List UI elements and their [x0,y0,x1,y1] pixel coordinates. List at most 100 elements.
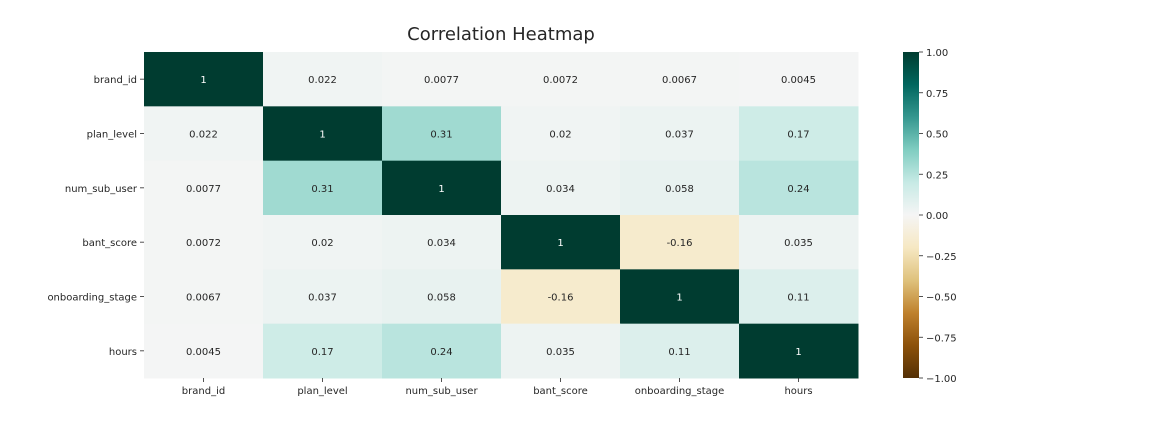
heatmap-cell [739,52,859,107]
cell-value-label: 0.034 [427,238,456,249]
cell-value-label: 0.022 [308,75,337,86]
heatmap-cell [620,52,740,107]
heatmap-cells: 1 0.022 0.0077 0.0072 0.0067 0.0045 0.022 1 0.31… [144,52,859,379]
cell-value-label: 0.0045 [781,75,816,86]
colorbar [903,52,919,378]
cell-value-label: 0.0072 [543,75,578,86]
x-tick-label: bant_score [533,386,588,397]
heatmap-cell [382,160,502,216]
colorbar-tick-label: −0.75 [926,333,957,344]
heatmap-cell [739,215,859,270]
cell-value-label: 0.0067 [662,75,697,86]
y-axis-tick-labels: brand_id plan_level num_sub_user bant_score… [47,75,144,358]
x-axis-tick-labels: brand_id plan_level num_sub_user bant_score… [182,378,813,397]
heatmap-cell [144,160,264,216]
cell-value-label: 0.17 [311,347,333,358]
cell-value-label: 0.31 [430,130,452,141]
heatmap-cell [501,52,621,107]
heatmap-cell [620,160,740,216]
heatmap-cell [144,323,264,379]
heatmap-cell [620,323,740,379]
colorbar-tick-label: 1.00 [926,48,948,59]
heatmap-cell [263,269,383,325]
heatmap-cell [501,106,621,162]
colorbar-tick-label: 0.75 [926,89,948,100]
cell-value-label: 0.058 [665,184,694,195]
x-tick-label: plan_level [297,386,347,397]
cell-value-label: 0.02 [311,238,333,249]
cell-value-label: 0.24 [430,347,452,358]
heatmap-cell [144,215,264,270]
y-tick-label: brand_id [94,75,137,86]
heatmap-cell [382,323,502,379]
colorbar-tick-label: −0.25 [926,252,957,263]
heatmap-cell [739,269,859,325]
y-tick-label: plan_level [87,130,137,141]
heatmap-cell [739,106,859,162]
heatmap-cell [263,106,383,162]
x-tick-label: num_sub_user [405,386,478,397]
cell-value-label: 0.17 [787,130,809,141]
colorbar-tick-label: 0.50 [926,130,948,141]
cell-value-label: 0.058 [427,293,456,304]
heatmap-cell [263,215,383,270]
heatmap-cell [144,269,264,325]
cell-value-label: 0.022 [189,130,218,141]
x-tick-label: hours [784,386,812,397]
cell-value-label: 0.037 [308,293,337,304]
cell-value-label: 0.037 [665,130,694,141]
cell-value-label: 0.035 [546,347,575,358]
cell-value-label: 1 [200,75,206,86]
heatmap-cell [263,52,383,107]
colorbar-tick-label: 0.00 [926,211,948,222]
heatmap-cell [382,106,502,162]
heatmap-cell [144,52,264,107]
heatmap-cell [382,52,502,107]
cell-value-label: -0.16 [548,293,574,304]
heatmap-cell [263,323,383,379]
cell-value-label: 0.31 [311,184,333,195]
y-tick-label: onboarding_stage [47,293,137,304]
heatmap-cell [263,160,383,216]
cell-value-label: 1 [557,238,563,249]
colorbar-ticks: 1.00 0.75 0.50 0.25 0.00 −0.25 −0.50 −0.75 −1.00 [919,48,957,385]
cell-value-label: 0.0077 [186,184,221,195]
heatmap-cell [739,323,859,379]
cell-value-label: 1 [438,184,444,195]
heatmap-cell [501,160,621,216]
x-tick-label: onboarding_stage [635,386,725,397]
y-tick-label: bant_score [82,238,137,249]
cell-value-label: 0.0045 [186,347,221,358]
colorbar-tick-label: −1.00 [926,374,957,385]
heatmap-cell [144,106,264,162]
cell-value-label: 0.02 [549,130,571,141]
colorbar-tick-label: −0.50 [926,293,957,304]
cell-value-label: 0.034 [546,184,575,195]
heatmap-cell [620,106,740,162]
heatmap-cell [620,269,740,325]
cell-value-label: 1 [319,130,325,141]
heatmap-cell [620,215,740,270]
cell-value-label: 0.11 [668,347,690,358]
cell-value-label: 1 [795,347,801,358]
cell-value-label: 0.0072 [186,238,221,249]
cell-value-label: 0.11 [787,293,809,304]
heatmap-cell [739,160,859,216]
colorbar-tick-label: 0.25 [926,170,948,181]
heatmap-cell [382,215,502,270]
chart-title: Correlation Heatmap [407,24,595,45]
x-tick-label: brand_id [182,386,225,397]
cell-value-label: 0.0077 [424,75,459,86]
cell-value-label: 0.0067 [186,293,221,304]
cell-value-label: -0.16 [667,238,693,249]
heatmap-cell [382,269,502,325]
cell-value-label: 0.035 [784,238,813,249]
heatmap-cell [501,323,621,379]
cell-value-label: 0.24 [787,184,809,195]
y-tick-label: hours [109,347,137,358]
y-tick-label: num_sub_user [65,184,138,195]
heatmap-cell [501,269,621,325]
cell-value-label: 1 [676,293,682,304]
heatmap-cell [501,215,621,270]
